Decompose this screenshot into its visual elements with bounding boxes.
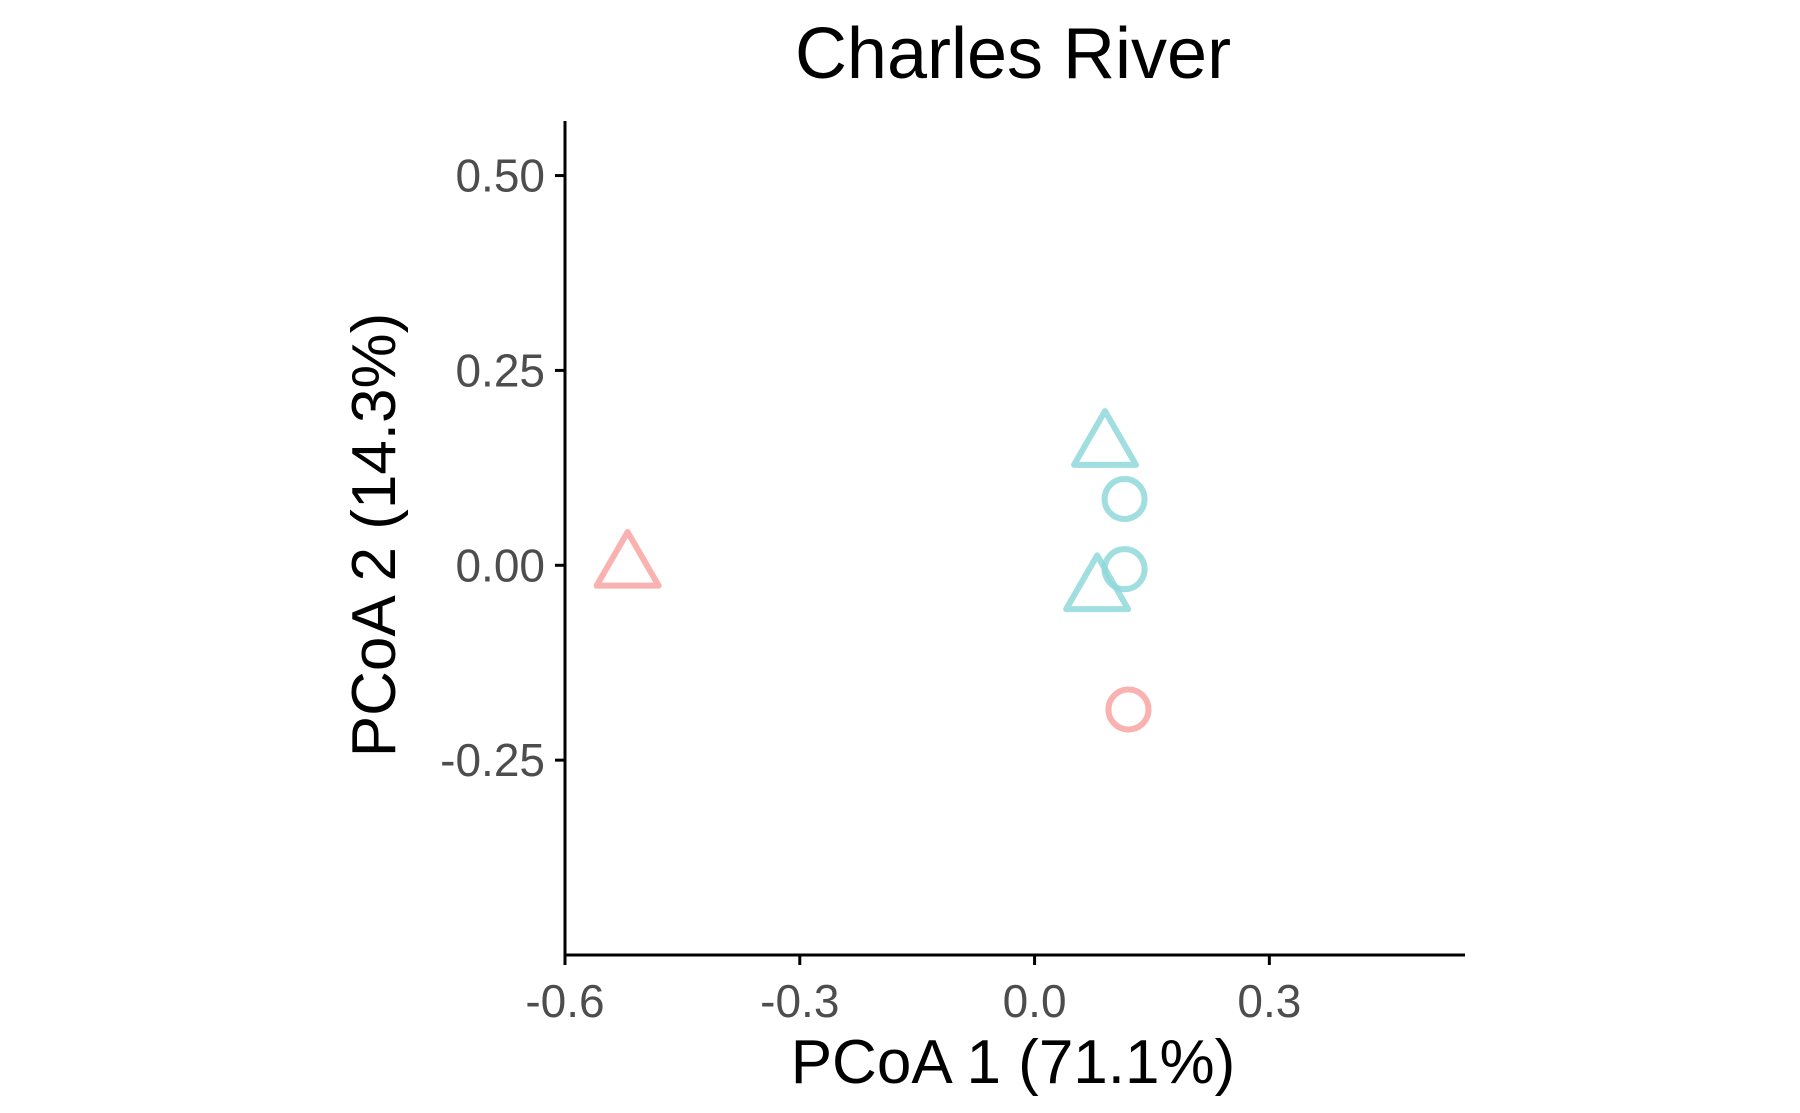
x-tick-label: -0.6: [525, 975, 604, 1027]
x-axis-title: PCoA 1 (71.1%): [791, 1028, 1236, 1097]
y-axis-title: PCoA 2 (14.3%): [340, 313, 409, 758]
data-point-circle: [1105, 686, 1152, 733]
y-tick-label: 0.50: [455, 150, 545, 202]
data-point-triangle: [1071, 408, 1139, 468]
data-point-circle: [1101, 476, 1148, 523]
y-tick-label: 0.25: [455, 344, 545, 396]
x-tick-label: 0.0: [1003, 975, 1067, 1027]
data-point-triangle: [1063, 552, 1132, 613]
x-tick-label: -0.3: [760, 975, 839, 1027]
x-tick-label: 0.3: [1237, 975, 1301, 1027]
data-point-triangle: [593, 528, 662, 589]
x-axis-ticks: -0.6 -0.3 0.0 0.3: [525, 955, 1301, 1027]
y-axis-ticks: 0.50 0.25 0.00 -0.25: [440, 150, 565, 786]
scatter-points: [593, 408, 1152, 733]
y-tick-label: 0.00: [455, 539, 545, 591]
chart-title: Charles River: [795, 14, 1231, 94]
y-tick-label: -0.25: [440, 734, 545, 786]
